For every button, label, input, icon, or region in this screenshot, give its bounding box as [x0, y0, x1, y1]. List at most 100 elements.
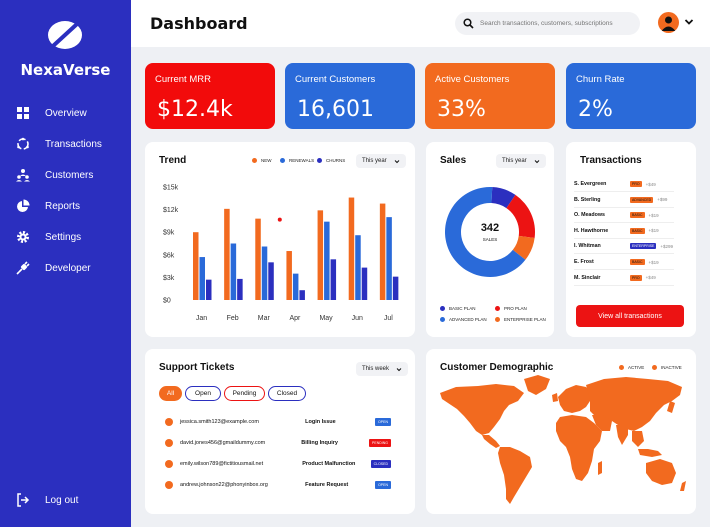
sidebar-item-reports[interactable]: Reports	[16, 195, 126, 217]
users-icon	[16, 169, 30, 182]
bar-churns-apr[interactable]	[299, 290, 305, 300]
y-tick-label: $3k	[163, 275, 175, 282]
sidebar-item-settings[interactable]: Settings	[16, 226, 126, 248]
sidebar-item-transactions[interactable]: Transactions	[16, 133, 126, 155]
ticket-row[interactable]: jessica.smith123@example.com Login Issue O…	[165, 412, 391, 432]
donut-slice-basic-plan[interactable]	[491, 187, 516, 209]
legend-item-new: NEW	[252, 158, 272, 163]
bar-new-jul[interactable]	[379, 203, 386, 300]
transaction-row[interactable]: I. Whitman ENTERPRISE +$299	[574, 239, 674, 255]
plan-badge: BASIC	[630, 227, 645, 234]
ticket-row[interactable]: emily.wilson789@fictitiousmail.net Produc…	[165, 454, 391, 474]
legend-dot	[495, 317, 500, 322]
bar-new-jun[interactable]	[348, 197, 355, 300]
kpi-label: Current MRR	[155, 74, 211, 85]
map-region-new-zealand	[680, 481, 686, 491]
sidebar-item-customers[interactable]: Customers	[16, 164, 126, 186]
sales-total: 342	[480, 222, 500, 234]
sales-period-dropdown[interactable]: This year	[496, 154, 546, 168]
avatar[interactable]	[658, 12, 679, 33]
ticket-subject: Product Malfunction	[302, 461, 356, 467]
transaction-amount: +$49	[645, 181, 656, 187]
plan-badge: BASIC	[630, 259, 645, 265]
bar-new-mar[interactable]	[255, 218, 261, 300]
bar-churns-jun[interactable]	[361, 267, 368, 300]
search-input[interactable]	[480, 20, 640, 27]
transaction-row[interactable]: E. Frost BASIC +$19	[574, 255, 674, 270]
ticket-row[interactable]: david.jones456@gmaildummy.com Billing Inq…	[165, 433, 391, 453]
sidebar-item-label: Transactions	[45, 138, 102, 150]
plan-badge: ENTERPRISE	[630, 243, 657, 250]
bar-churns-feb[interactable]	[237, 278, 243, 300]
legend-dot	[652, 365, 657, 370]
ticket-subject: Billing Inquiry	[301, 440, 338, 446]
map-region-indonesia	[638, 449, 662, 457]
bar-churns-mar[interactable]	[268, 262, 274, 300]
bar-new-jan[interactable]	[193, 232, 199, 300]
sidebar-item-label: Developer	[45, 262, 91, 274]
donut-slice-advanced-plan[interactable]	[445, 187, 526, 277]
map-region-india	[616, 425, 628, 445]
search-icon	[463, 18, 474, 29]
x-tick-label: Jul	[384, 315, 393, 322]
search-bar[interactable]	[455, 12, 640, 35]
transaction-row[interactable]: B. Sterling ADVANCED +$99	[574, 193, 674, 208]
bar-renewals-apr[interactable]	[292, 273, 299, 300]
trend-period-dropdown[interactable]: This year	[356, 154, 406, 168]
bar-renewals-jul[interactable]	[386, 217, 392, 300]
sidebar-item-label: Customers	[45, 169, 94, 181]
legend-dot	[280, 158, 285, 163]
transaction-row[interactable]: S. Evergreen PRO +$49	[574, 177, 674, 192]
map-region-asia	[586, 377, 682, 431]
y-tick-label: $9k	[163, 230, 175, 237]
bar-renewals-mar[interactable]	[261, 246, 268, 300]
ticket-subject: Login Issue	[305, 419, 336, 425]
bar-renewals-may[interactable]	[324, 221, 330, 300]
bar-churns-jul[interactable]	[392, 276, 399, 300]
ticket-subject: Feature Request	[305, 482, 349, 488]
donut-slice-pro-plan[interactable]	[506, 194, 535, 238]
filter-closed[interactable]: Closed	[268, 386, 306, 401]
bar-churns-may[interactable]	[330, 259, 337, 300]
trend-chart: $0 $3k $6k $9k $12k $15k Jan Feb Mar Apr May Jun Jul	[163, 185, 399, 322]
sidebar-item-overview[interactable]: Overview	[16, 102, 126, 124]
bar-new-feb[interactable]	[224, 208, 230, 300]
legend-label: INACTIVE	[661, 365, 682, 370]
sales-donut-chart	[445, 187, 535, 277]
kpi-current-customers: Current Customers 16,601	[285, 63, 415, 129]
filter-all[interactable]: All	[159, 386, 182, 401]
logout-label: Log out	[45, 494, 79, 506]
bar-churns-jan[interactable]	[206, 279, 212, 300]
logout-button[interactable]: Log out	[16, 489, 126, 511]
transaction-row[interactable]: O. Meadows BASIC +$19	[574, 208, 674, 224]
bar-new-may[interactable]	[317, 210, 324, 300]
tickets-period-dropdown[interactable]: This week	[356, 362, 409, 376]
plan-badge: ADVANCED	[630, 196, 654, 203]
transaction-amount: +$299	[660, 243, 674, 249]
view-all-transactions-button[interactable]: View all transactions	[576, 305, 684, 327]
brand-name: NexaVerse	[20, 61, 111, 79]
bar-new-apr[interactable]	[286, 251, 292, 300]
bar-renewals-jun[interactable]	[355, 235, 361, 300]
legend-dot	[440, 317, 445, 322]
nexaverse-logo-icon	[48, 21, 82, 49]
transaction-name: I. Whitman	[574, 243, 601, 250]
bar-renewals-feb[interactable]	[230, 243, 237, 301]
user-icon	[661, 16, 676, 31]
donut-slice-enterprise-plan[interactable]	[512, 235, 535, 260]
transaction-row[interactable]: M. Sinclair PRO +$49	[574, 271, 674, 286]
transaction-name: S. Evergreen	[574, 181, 607, 187]
transactions-card: Transactions S. Evergreen PRO +$49 B. Sterl…	[566, 142, 696, 337]
filter-open[interactable]: Open	[185, 386, 221, 401]
transaction-amount: +$19	[648, 259, 659, 265]
sidebar-item-developer[interactable]: Developer	[16, 257, 126, 279]
ticket-row[interactable]: andrew.johnson22@phonyinbox.org Feature R…	[165, 475, 391, 495]
chevron-down-icon[interactable]	[684, 18, 694, 26]
legend-label: ENTERPRISE PLAN	[504, 317, 546, 322]
chevron-down-icon	[534, 159, 540, 163]
transaction-row[interactable]: H. Hawthorne BASIC +$19	[574, 224, 674, 239]
x-tick-label: Mar	[258, 315, 271, 322]
bar-renewals-jan[interactable]	[199, 257, 206, 300]
legend-dot	[252, 158, 257, 163]
filter-pending[interactable]: Pending	[224, 386, 265, 401]
